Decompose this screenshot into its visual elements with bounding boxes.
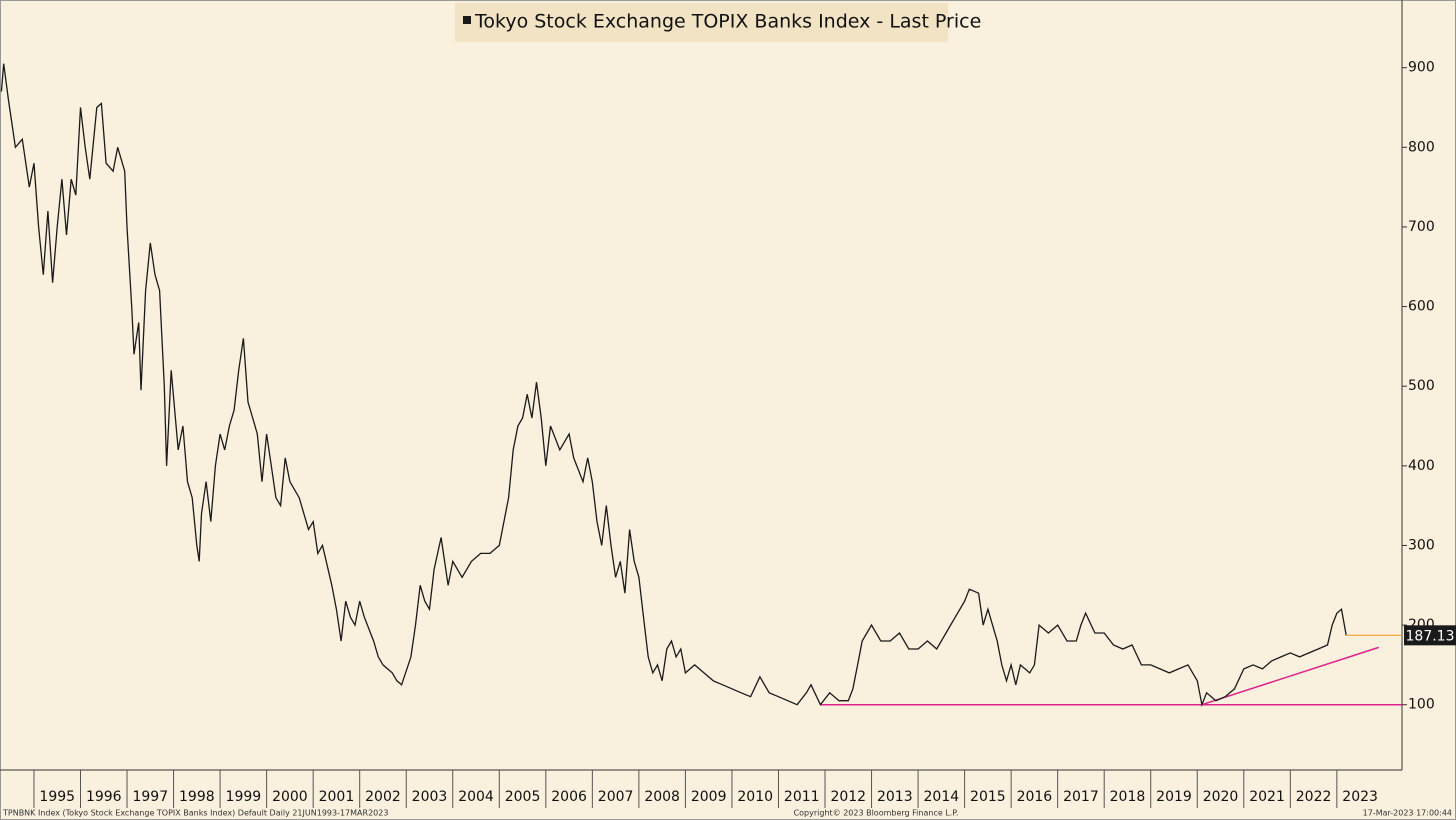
x-tick-label: 2021: [1249, 789, 1285, 805]
footer-center: Copyright© 2023 Bloomberg Finance L.P.: [794, 809, 959, 818]
x-tick-label: 2003: [412, 789, 448, 805]
y-tick-label: 300: [1408, 537, 1435, 553]
legend-swatch: [463, 16, 471, 24]
y-tick-label: 400: [1408, 458, 1435, 474]
x-tick-label: 2006: [551, 789, 587, 805]
x-tick-label: 2020: [1203, 789, 1239, 805]
x-tick-label: 2008: [644, 789, 680, 805]
x-tick-label: 2000: [272, 789, 308, 805]
chart-title: Tokyo Stock Exchange TOPIX Banks Index -…: [474, 11, 981, 33]
x-tick-label: 2019: [1156, 789, 1192, 805]
y-tick-label: 500: [1408, 378, 1435, 394]
x-tick-label: 2011: [784, 789, 820, 805]
x-tick-label: 1996: [86, 789, 122, 805]
x-tick-label: 2013: [877, 789, 913, 805]
price-line: [0, 63, 1347, 708]
title-box: [455, 3, 948, 42]
x-tick-label: 2005: [505, 789, 541, 805]
x-tick-label: 2014: [924, 789, 960, 805]
x-tick-label: 2004: [458, 789, 494, 805]
x-tick-label: 2022: [1296, 789, 1332, 805]
x-tick-label: 2015: [970, 789, 1006, 805]
y-tick-label: 900: [1408, 60, 1435, 76]
x-tick-label: 2018: [1110, 789, 1146, 805]
footer-right: 17-Mar-2023 17:00:44: [1363, 809, 1452, 818]
x-tick-label: 2007: [598, 789, 634, 805]
x-tick-label: 1997: [132, 789, 168, 805]
y-tick-label: 100: [1408, 697, 1435, 713]
x-tick-label: 2023: [1342, 789, 1378, 805]
x-tick-label: 2009: [691, 789, 727, 805]
last-price-box: [1404, 625, 1456, 646]
x-tick-label: 2017: [1063, 789, 1099, 805]
trendline: [1201, 646, 1379, 706]
y-tick-label: 600: [1408, 299, 1435, 315]
x-tick-label: 2001: [319, 789, 355, 805]
y-tick-label: 700: [1408, 219, 1435, 235]
y-tick-label: 800: [1408, 139, 1435, 155]
x-tick-label: 2012: [830, 789, 866, 805]
last-price-label: 187.13: [1406, 628, 1455, 644]
x-tick-label: 2010: [737, 789, 773, 805]
x-tick-label: 2002: [365, 789, 401, 805]
footer-left: TPNBNK Index (Tokyo Stock Exchange TOPIX…: [2, 809, 388, 818]
x-tick-label: 1999: [226, 789, 262, 805]
x-tick-label: 2016: [1017, 789, 1053, 805]
x-tick-label: 1995: [39, 789, 75, 805]
x-tick-label: 1998: [179, 789, 215, 805]
